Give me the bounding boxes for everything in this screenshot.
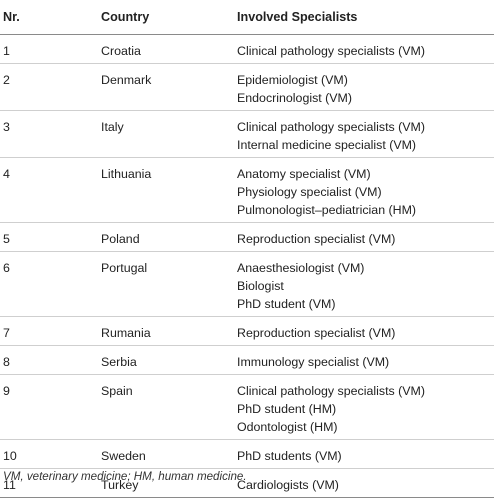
cell-specialists: Anaesthesiologist (VM) Biologist PhD stude… — [237, 251, 494, 317]
cell-nr: 10 — [0, 439, 101, 469]
specialist-entry: Physiology specialist (VM) — [237, 185, 382, 199]
cell-specialists: Cardiologists (VM) — [237, 468, 494, 498]
cell-country: Poland — [101, 222, 237, 252]
table-header: Nr. Country Involved Specialists — [0, 0, 494, 35]
cell-nr: 1 — [0, 34, 101, 64]
cell-specialists: Immunology specialist (VM) — [237, 345, 494, 375]
table-body: 1 Croatia Clinical pathology specialists (… — [0, 34, 494, 498]
cell-country: Serbia — [101, 345, 237, 375]
table-row: 10 Sweden PhD students (VM) — [0, 439, 494, 469]
cell-country: Italy — [101, 110, 237, 158]
table-row: 1 Croatia Clinical pathology specialists (… — [0, 34, 494, 64]
specialist-entry: Reproduction specialist (VM) — [237, 326, 396, 340]
header-specialists: Involved Specialists — [237, 0, 494, 35]
table-row: 7 Rumania Reproduction specialist (VM) — [0, 316, 494, 346]
specialist-entry: Endocrinologist (VM) — [237, 91, 353, 105]
specialist-entry: Anaesthesiologist (VM) — [237, 261, 365, 275]
cell-nr: 5 — [0, 222, 101, 252]
cell-specialists: Clinical pathology specialists (VM) Inter… — [237, 110, 494, 158]
cell-nr: 9 — [0, 374, 101, 440]
cell-nr: 4 — [0, 157, 101, 223]
table-row: 8 Serbia Immunology specialist (VM) — [0, 345, 494, 375]
specialist-entry: Anatomy specialist (VM) — [237, 167, 371, 181]
specialist-entry: Immunology specialist (VM) — [237, 355, 390, 369]
table-footnote: VM, veterinary medicine; HM, human medic… — [3, 470, 247, 483]
specialist-entry: Odontologist (HM) — [237, 420, 338, 434]
cell-specialists: PhD students (VM) — [237, 439, 494, 469]
table-row: 4 Lithuania Anatomy specialist (VM) Physiol… — [0, 157, 494, 223]
table-row: 9 Spain Clinical pathology specialists (VM… — [0, 374, 494, 440]
specialist-entry: PhD students (VM) — [237, 449, 342, 463]
specialist-entry: Internal medicine specialist (VM) — [237, 138, 417, 152]
cell-specialists: Anatomy specialist (VM) Physiology specia… — [237, 157, 494, 223]
cell-nr: 8 — [0, 345, 101, 375]
cell-specialists: Reproduction specialist (VM) — [237, 222, 494, 252]
table-row: 5 Poland Reproduction specialist (VM) — [0, 222, 494, 252]
table-row: 6 Portugal Anaesthesiologist (VM) Biologist… — [0, 251, 494, 317]
header-country: Country — [101, 0, 237, 35]
specialist-entry: PhD student (HM) — [237, 402, 337, 416]
cell-country: Rumania — [101, 316, 237, 346]
cell-country: Spain — [101, 374, 237, 440]
cell-specialists: Epidemiologist (VM) Endocrinologist (VM) — [237, 63, 494, 111]
cell-country: Croatia — [101, 34, 237, 64]
specialist-entry: Epidemiologist (VM) — [237, 73, 348, 87]
cell-country: Lithuania — [101, 157, 237, 223]
header-row: Nr. Country Involved Specialists — [0, 0, 494, 35]
specialist-entry: Cardiologists (VM) — [237, 478, 339, 492]
cell-nr: 6 — [0, 251, 101, 317]
specialist-entry: Clinical pathology specialists (VM) — [237, 44, 425, 58]
specialist-entry: Clinical pathology specialists (VM) — [237, 384, 425, 398]
cell-nr: 2 — [0, 63, 101, 111]
cell-country: Portugal — [101, 251, 237, 317]
cell-specialists: Clinical pathology specialists (VM) — [237, 34, 494, 64]
specialist-entry: Biologist — [237, 279, 284, 293]
cell-country: Denmark — [101, 63, 237, 111]
specialist-entry: Reproduction specialist (VM) — [237, 232, 396, 246]
specialist-entry: Clinical pathology specialists (VM) — [237, 120, 425, 134]
specialist-entry: Pulmonologist–pediatrician (HM) — [237, 203, 417, 217]
table-row: 2 Denmark Epidemiologist (VM) Endocrinologi… — [0, 63, 494, 111]
specialist-entry: PhD student (VM) — [237, 297, 336, 311]
header-nr: Nr. — [0, 0, 101, 35]
table-row: 3 Italy Clinical pathology specialists (VM… — [0, 110, 494, 158]
cell-specialists: Reproduction specialist (VM) — [237, 316, 494, 346]
cell-nr: 7 — [0, 316, 101, 346]
cell-nr: 3 — [0, 110, 101, 158]
cell-country: Sweden — [101, 439, 237, 469]
cell-specialists: Clinical pathology specialists (VM) PhD s… — [237, 374, 494, 440]
